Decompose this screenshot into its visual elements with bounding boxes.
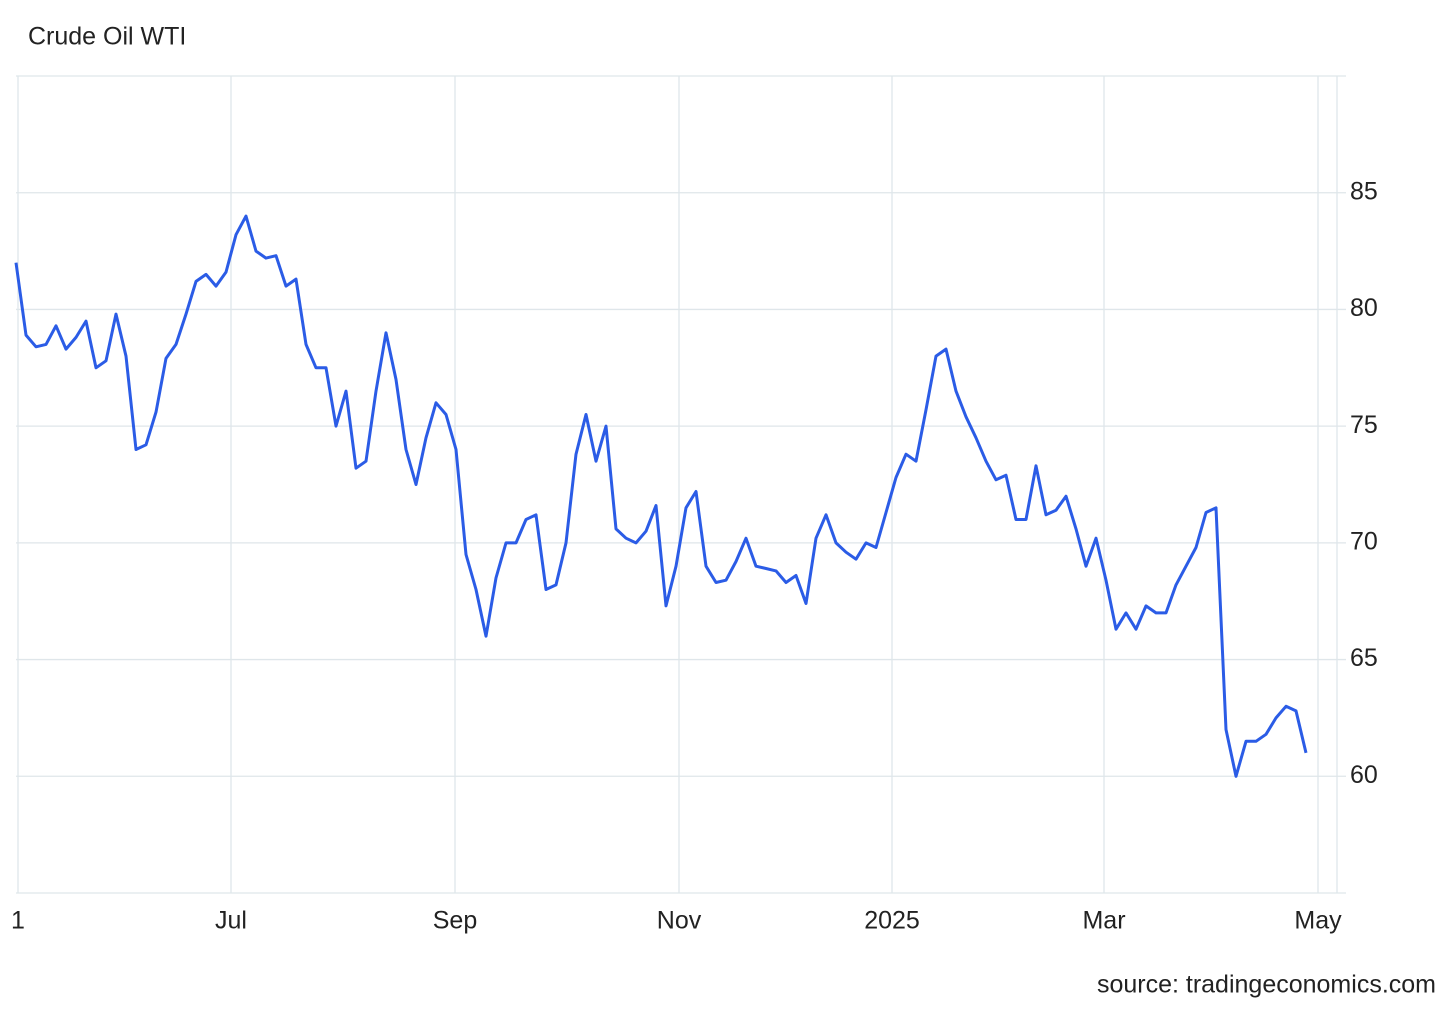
chart-title: Crude Oil WTI — [28, 23, 186, 51]
y-tick-label: 60 — [1350, 761, 1378, 789]
x-tick-label: 1 — [11, 907, 25, 935]
price-line — [14, 214, 1308, 778]
y-tick-label: 70 — [1350, 527, 1378, 555]
source: source: tradingeconomics.com — [1097, 971, 1436, 999]
y-tick-label: 85 — [1350, 177, 1378, 205]
x-tick-label: Jul — [215, 907, 247, 935]
x-tick-label: Sep — [433, 907, 477, 935]
x-tick-label: 2025 — [864, 907, 920, 935]
x-tick-label: Nov — [657, 907, 702, 935]
x-tick-label: May — [1294, 907, 1342, 935]
x-tick-label: Mar — [1082, 907, 1125, 935]
y-tick-label: 80 — [1350, 294, 1378, 322]
y-tick-label: 75 — [1350, 411, 1378, 439]
y-tick-label: 65 — [1350, 644, 1378, 672]
